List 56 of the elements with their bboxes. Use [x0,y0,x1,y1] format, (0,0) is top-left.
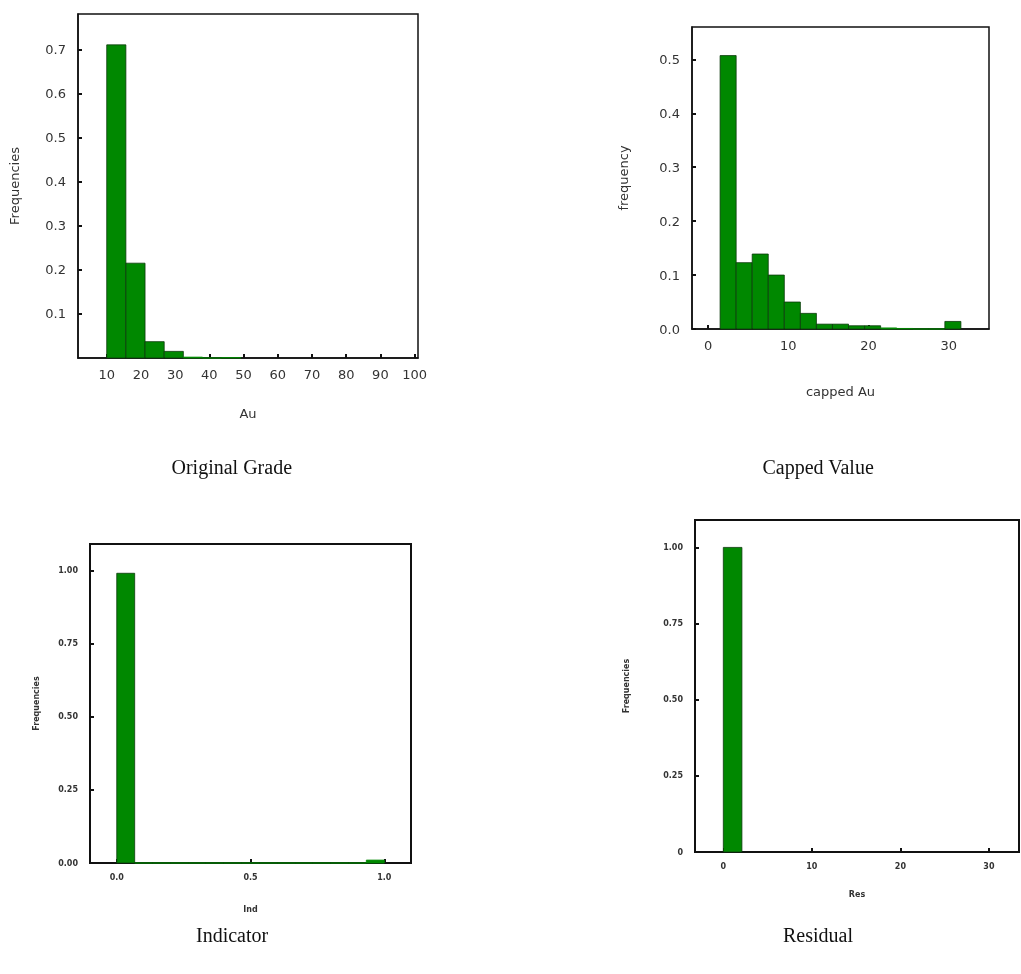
y-tick-label: 0.5 [45,129,66,145]
x-tick-label: 0.5 [243,872,259,882]
x-tick-label: 20 [860,338,877,353]
y-tick-label: 0.0 [659,321,680,337]
x-tick-label: 70 [303,367,321,382]
x-axis-title: Res [848,889,866,899]
x-tick-label: 50 [235,367,252,382]
x-tick-label: 30 [940,338,958,353]
x-tick-label: 1.0 [377,872,392,882]
y-tick-label: 0.25 [663,771,684,781]
y-tick-label: 0.25 [58,785,79,795]
x-tick-label: 10 [98,367,116,382]
text: Indicator [196,923,269,947]
x-axis-title: Au [239,406,257,421]
y-tick-label: 1.00 [663,542,684,552]
y-tick-label: 0.2 [45,262,66,278]
x-axis-title: Ind [243,904,258,914]
y-tick-label: 0.3 [45,218,66,234]
y-axis-title: Frequencies [7,146,22,225]
y-tick-label: 1.00 [58,565,79,575]
y-tick-label: 0.1 [659,267,680,283]
x-tick-label: 0 [720,861,727,871]
text: Residual [783,923,853,947]
y-tick-label: 0.6 [45,85,66,101]
x-tick-label: 10 [806,861,818,871]
x-tick-label: 0 [703,338,713,353]
x-tick-label: 0.0 [109,872,125,882]
y-tick-label: 0.7 [45,41,66,57]
x-tick-label: 20 [132,367,150,382]
y-tick-label: 0 [677,847,684,857]
text: Capped Value [762,455,874,479]
y-tick-label: 0.4 [45,174,66,190]
y-axis-title: Frequencies [621,658,631,714]
x-tick-label: 20 [894,861,907,871]
x-tick-label: 30 [983,861,995,871]
y-tick-label: 0.2 [659,213,680,229]
x-tick-label: 100 [402,367,427,382]
y-tick-label: 0.5 [659,51,680,67]
y-tick-label: 0.75 [58,639,79,648]
x-tick-label: 90 [372,367,389,382]
y-tick-label: 0.50 [663,695,684,705]
y-axis-title: frequency [616,145,631,211]
y-tick-label: 0.1 [45,306,66,322]
x-tick-label: 10 [780,338,797,353]
x-tick-label: 40 [201,367,218,382]
y-tick-label: 0.4 [659,105,680,121]
y-tick-label: 0.00 [58,858,79,868]
x-tick-label: 80 [337,367,355,382]
x-axis-title: capped Au [805,384,876,399]
x-tick-label: 60 [269,367,287,382]
y-axis-title: Frequencies [31,676,41,731]
x-tick-label: 30 [166,367,184,382]
text: Original Grade [171,455,293,479]
y-tick-label: 0.75 [663,619,684,629]
y-tick-label: 0.50 [58,712,79,722]
y-tick-label: 0.3 [659,159,680,175]
